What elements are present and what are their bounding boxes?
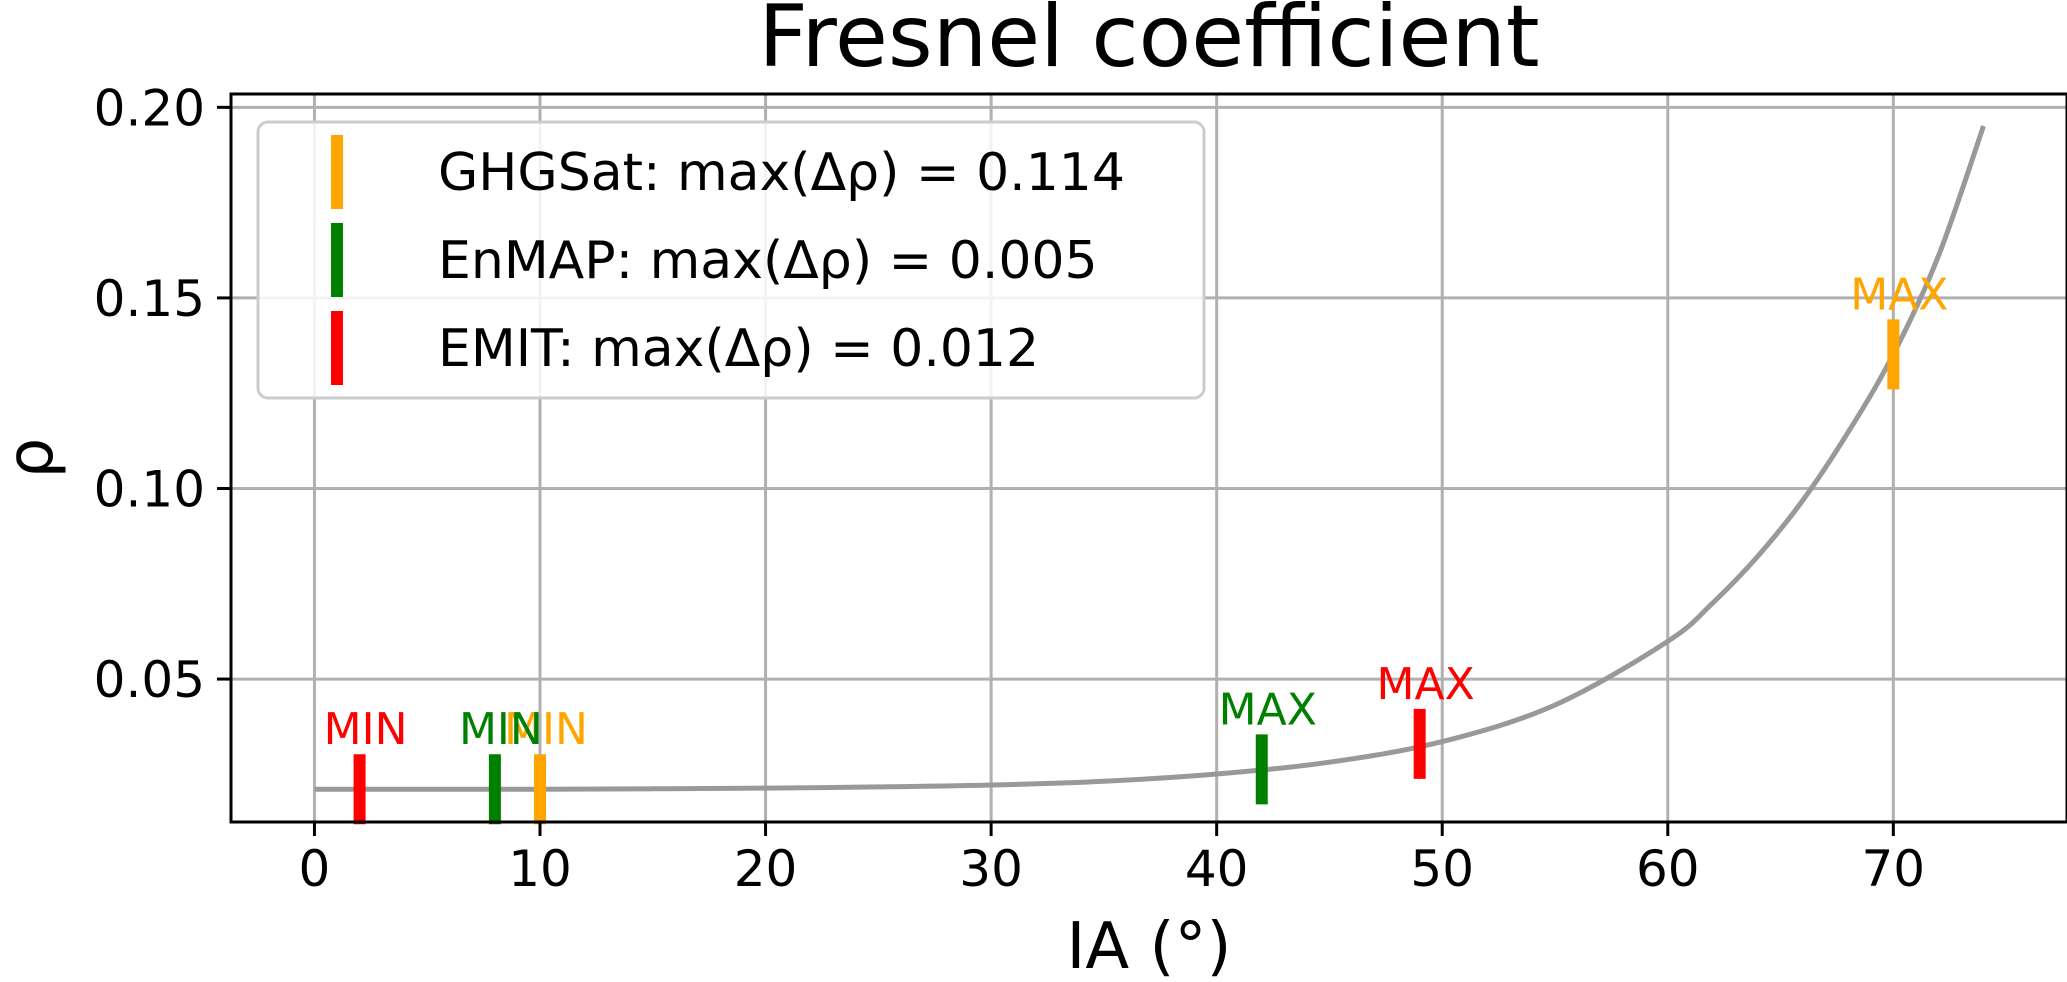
legend-box — [256, 120, 1206, 400]
emit-max-label: MAX — [1377, 659, 1475, 710]
y-tick-label: 0.10 — [94, 460, 205, 518]
enmap-min-label: MIN — [459, 704, 543, 755]
plot-frame — [229, 92, 2067, 824]
x-tick-label: 20 — [734, 840, 798, 898]
legend-label-emit: EMIT: max(Δρ) = 0.012 — [438, 319, 1039, 379]
x-tick-label: 40 — [1185, 840, 1249, 898]
curve-layer — [314, 125, 1986, 792]
legend: GHGSat: max(Δρ) = 0.114 EnMAP: max(Δρ) = … — [256, 120, 1206, 400]
x-tick-label: 10 — [508, 840, 572, 898]
y-tick-label: 0.20 — [94, 79, 205, 137]
legend-label-ghgsat: GHGSat: max(Δρ) = 0.114 — [438, 143, 1125, 203]
x-tick-label: 70 — [1862, 840, 1926, 898]
x-tick-label: 50 — [1410, 840, 1474, 898]
y-axis-label: ρ — [0, 438, 68, 479]
x-tick-label: 30 — [959, 840, 1023, 898]
legend-label-enmap: EnMAP: max(Δρ) = 0.005 — [438, 231, 1098, 291]
y-tick-label: 0.05 — [94, 651, 205, 709]
ghgsat-min-label: MIN — [504, 704, 588, 755]
ghgsat-max-label: MAX — [1850, 269, 1948, 320]
y-ticks: 0.05 0.10 0.15 0.20 — [94, 79, 231, 709]
x-ticks: 0 10 20 30 40 50 60 70 — [299, 822, 1926, 898]
emit-min-label: MIN — [324, 704, 408, 755]
y-tick-label: 0.15 — [94, 270, 205, 328]
x-axis-label: IA (°) — [1067, 910, 1232, 982]
x-tick-label: 60 — [1636, 840, 1700, 898]
chart-title: Fresnel coefficient — [758, 0, 1539, 87]
markers: MIN MAX MIN MAX MIN MAX — [324, 269, 1948, 825]
enmap-max-label: MAX — [1219, 684, 1317, 735]
x-tick-label: 0 — [299, 840, 331, 898]
fresnel-curve — [314, 125, 1986, 792]
